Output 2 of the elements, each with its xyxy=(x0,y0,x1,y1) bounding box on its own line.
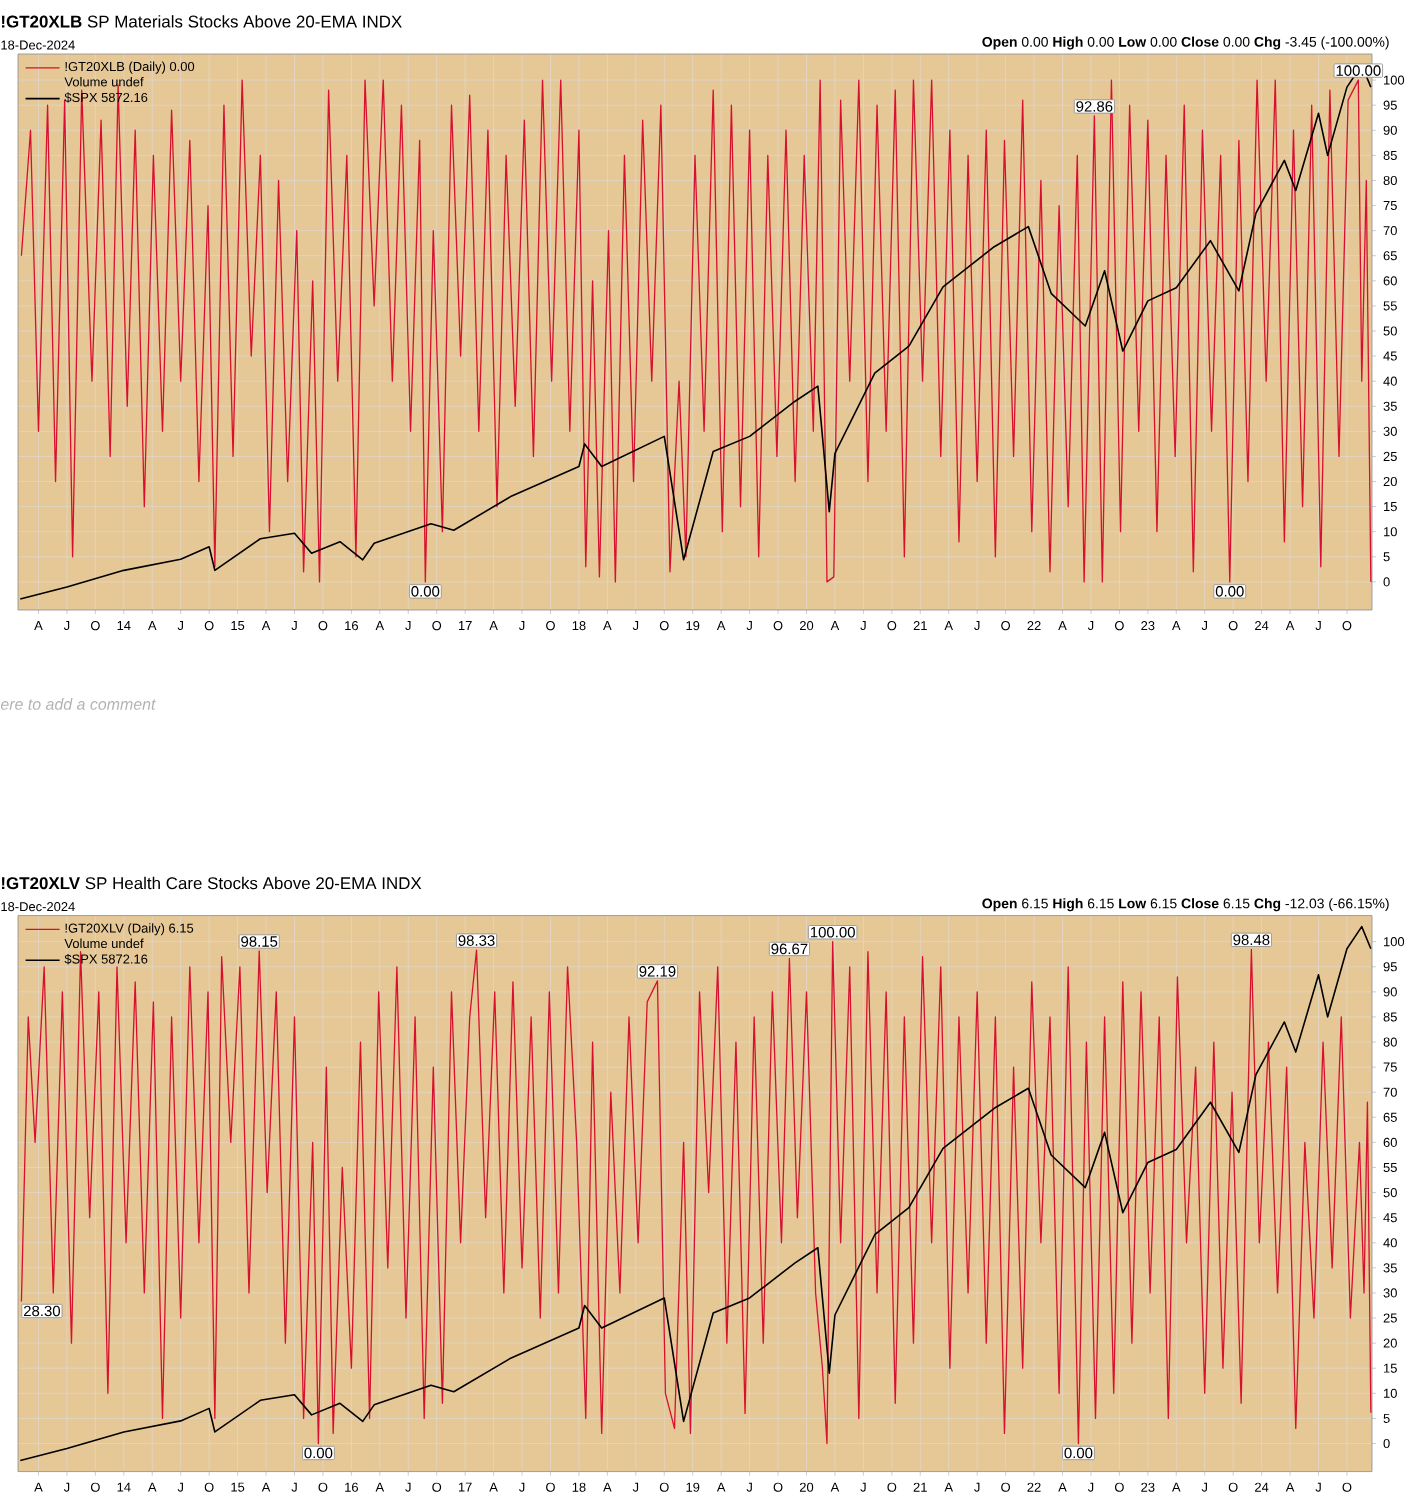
chart-title: !GT20XLV SP Health Care Stocks Above 20-EMA INDX xyxy=(2,876,422,890)
chart-title: !GT20XLB SP Materials Stocks Above 20-EMA INDX xyxy=(2,15,403,28)
